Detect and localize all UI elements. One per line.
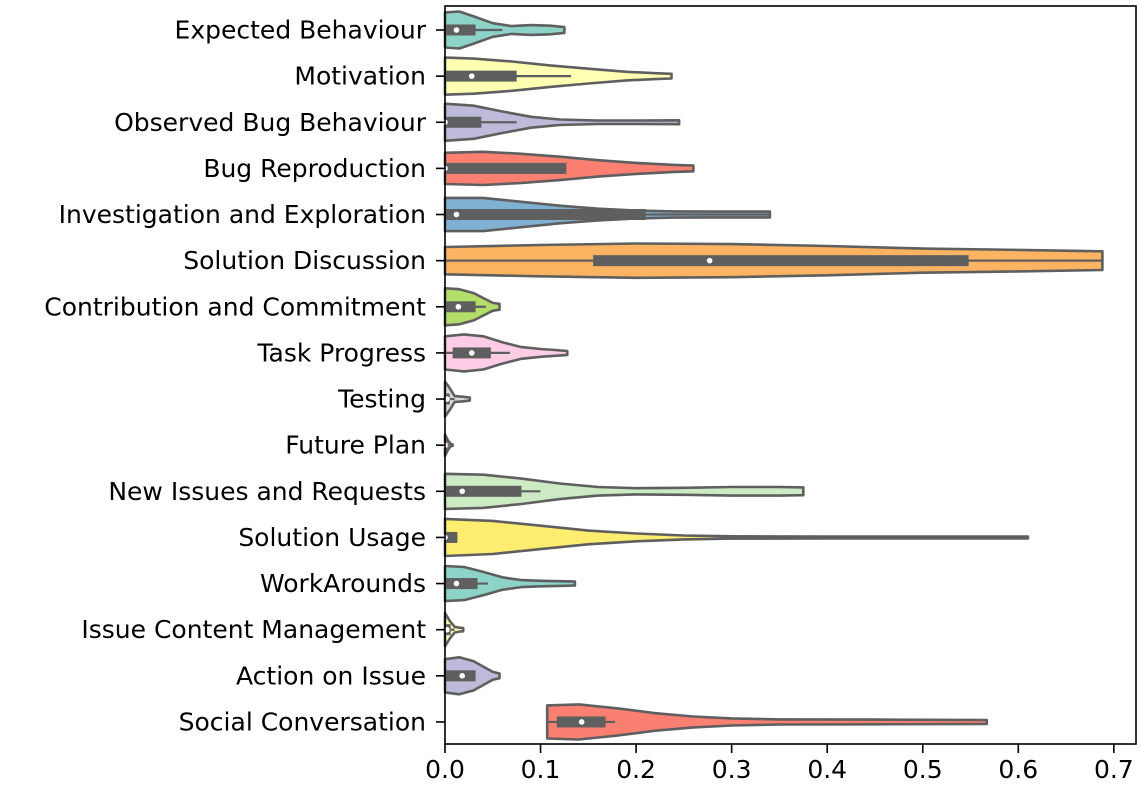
iqr-box bbox=[445, 531, 458, 543]
violin-expected-behaviour bbox=[443, 10, 566, 50]
x-tick-label: 0.4 bbox=[807, 755, 847, 784]
median-dot bbox=[706, 257, 713, 264]
violin-contribution-and-commitment bbox=[443, 287, 501, 327]
violin-motivation bbox=[443, 56, 673, 96]
category-label: New Issues and Requests bbox=[108, 477, 426, 506]
category-label: Contribution and Commitment bbox=[44, 292, 426, 321]
category-label: Testing bbox=[337, 385, 426, 414]
category-label: Solution Discussion bbox=[183, 246, 426, 275]
violin-body bbox=[443, 102, 681, 143]
violin-testing bbox=[443, 380, 472, 418]
median-dot bbox=[453, 580, 460, 587]
median-dot bbox=[468, 350, 475, 356]
violin-body bbox=[443, 10, 566, 50]
violin-observed-bug-behaviour bbox=[442, 102, 681, 143]
category-label: Social Conversation bbox=[179, 707, 426, 736]
median-dot bbox=[453, 211, 460, 218]
iqr-box bbox=[593, 255, 969, 267]
category-label: Issue Content Management bbox=[81, 615, 426, 644]
iqr-box bbox=[445, 485, 522, 497]
violin-issue-content-management bbox=[443, 611, 465, 648]
median-dot bbox=[459, 488, 465, 495]
violin-action-on-issue bbox=[443, 656, 501, 696]
iqr-box bbox=[445, 578, 478, 590]
category-label: Investigation and Exploration bbox=[59, 200, 426, 229]
violin-solution-discussion bbox=[443, 242, 1104, 280]
category-label: Future Plan bbox=[285, 431, 426, 460]
iqr-box bbox=[445, 70, 517, 82]
violin-body bbox=[443, 564, 577, 603]
violin-body bbox=[443, 517, 1030, 558]
plot-frame bbox=[444, 5, 1137, 745]
category-labels: Expected Behaviour Motivation Observed Bug… bbox=[44, 16, 445, 736]
violins-layer bbox=[442, 10, 1104, 741]
category-label: Bug Reproduction bbox=[203, 154, 426, 183]
x-axis: 0.0 0.1 0.2 0.3 0.4 0.5 0.6 0.7 bbox=[425, 744, 1134, 784]
iqr-box bbox=[445, 209, 646, 221]
category-label: Task Progress bbox=[256, 338, 426, 367]
category-label: WorkArounds bbox=[260, 569, 426, 598]
category-label: Observed Bug Behaviour bbox=[114, 108, 427, 137]
violin-body bbox=[443, 472, 805, 511]
median-dot bbox=[455, 303, 462, 310]
iqr-box bbox=[445, 162, 567, 174]
x-tick-label: 0.3 bbox=[712, 755, 752, 784]
category-label: Solution Usage bbox=[238, 523, 426, 552]
x-tick-label: 0.0 bbox=[425, 755, 465, 784]
violin-body bbox=[443, 150, 695, 187]
violin-new-issues-and-requests bbox=[443, 472, 805, 511]
median-dot bbox=[459, 673, 465, 679]
violin-task-progress bbox=[443, 333, 569, 373]
x-tick-label: 0.5 bbox=[903, 755, 943, 784]
median-dot bbox=[578, 719, 585, 725]
iqr-box bbox=[445, 24, 476, 36]
violin-bug-reproduction bbox=[442, 150, 695, 187]
median-dot bbox=[453, 27, 460, 33]
violin-solution-usage bbox=[442, 517, 1030, 558]
violin-workarounds bbox=[443, 564, 577, 603]
violin-social-conversation bbox=[545, 703, 989, 741]
median-dot bbox=[468, 73, 475, 79]
x-tick-label: 0.2 bbox=[616, 755, 656, 784]
x-tick-label: 0.6 bbox=[998, 755, 1038, 784]
category-label: Action on Issue bbox=[236, 661, 426, 690]
violin-body bbox=[545, 703, 989, 741]
violin-body bbox=[443, 380, 472, 418]
category-label: Expected Behaviour bbox=[175, 16, 427, 45]
iqr-box bbox=[445, 116, 482, 128]
x-tick-label: 0.1 bbox=[521, 755, 561, 784]
category-label: Motivation bbox=[294, 62, 426, 91]
x-tick-label: 0.7 bbox=[1094, 755, 1134, 784]
violin-investigation-and-exploration bbox=[443, 196, 772, 233]
